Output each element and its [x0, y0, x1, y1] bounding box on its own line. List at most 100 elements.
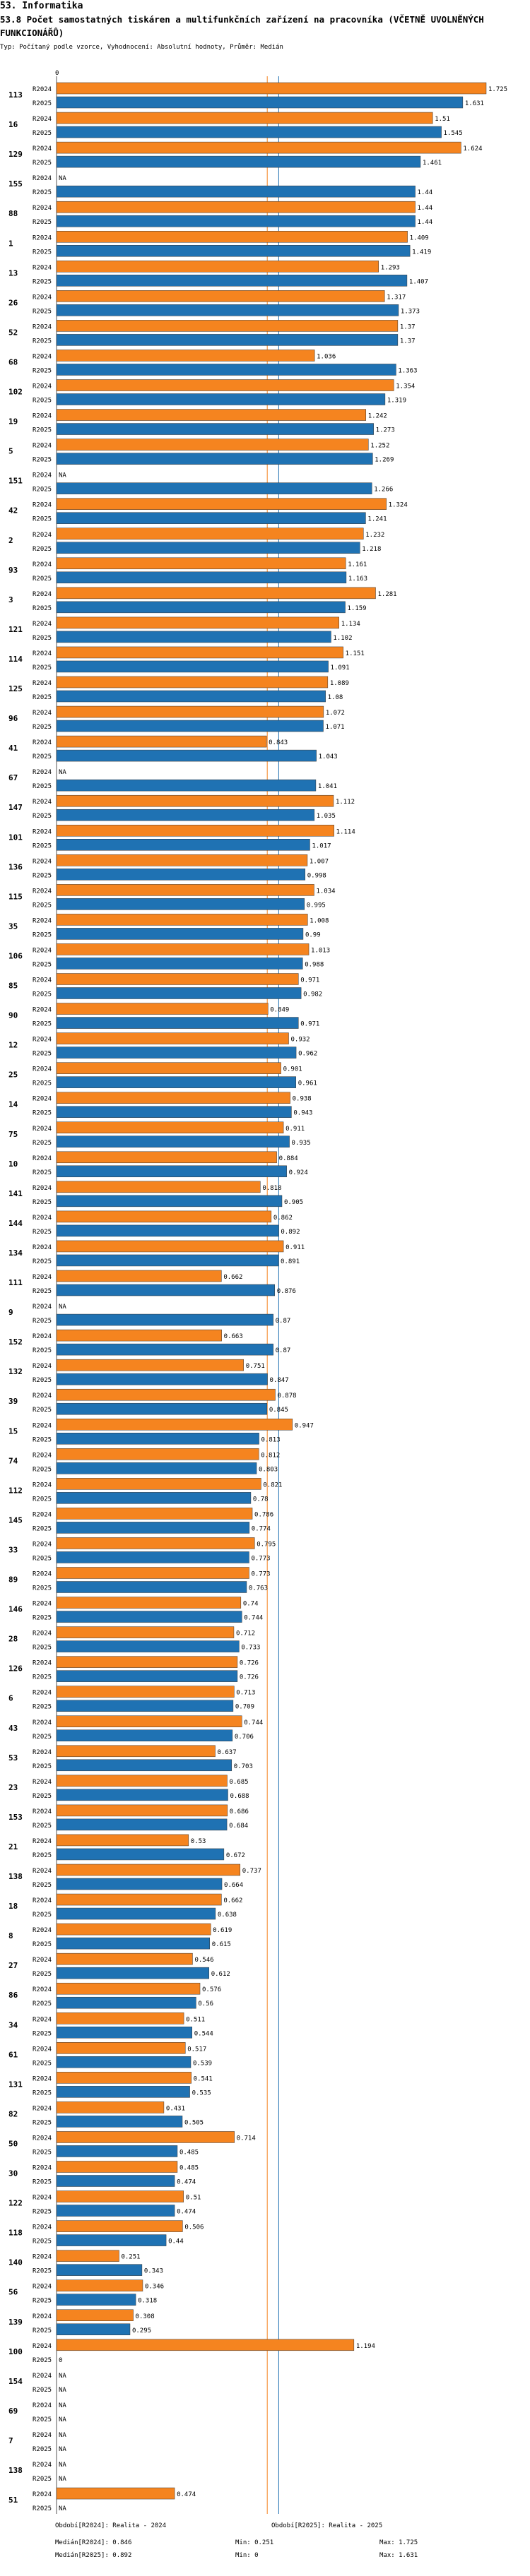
- group-label: 140: [8, 2258, 23, 2267]
- bar-r2024: [56, 1893, 222, 1906]
- section-title: 53. Informatika: [0, 1, 83, 11]
- value-label: 1.232: [365, 532, 384, 539]
- group-label: 112: [8, 1486, 23, 1495]
- value-label: 1.624: [463, 145, 482, 153]
- series-label: R2024: [33, 1511, 52, 1518]
- value-label: 0.662: [223, 1897, 242, 1904]
- series-label: R2025: [33, 1347, 52, 1354]
- median-2025: Medián[R2025]: 0.892: [55, 2552, 132, 2559]
- bar-r2024: [56, 141, 461, 154]
- series-label: R2025: [33, 2298, 52, 2305]
- value-label: 0.706: [235, 1734, 254, 1741]
- bar-r2024: [56, 527, 364, 539]
- value-label: 1.269: [375, 457, 394, 464]
- value-label: 0.539: [193, 2060, 212, 2067]
- series-label: R2024: [33, 977, 52, 984]
- bar-r2024: [56, 914, 308, 926]
- value-label: 0.821: [263, 1481, 282, 1489]
- na-label: NA: [59, 2462, 66, 2469]
- series-label: R2024: [33, 1719, 52, 1727]
- bar-r2024: [56, 261, 379, 273]
- bar-r2025: [56, 1373, 268, 1385]
- bar-r2024: [56, 1419, 293, 1431]
- series-label: R2024: [33, 739, 52, 746]
- series-label: R2025: [33, 1734, 52, 1741]
- group-label: 144: [8, 1219, 23, 1228]
- value-label: 0.638: [218, 1912, 237, 1919]
- series-label: R2025: [33, 1793, 52, 1800]
- series-label: R2025: [33, 1140, 52, 1147]
- na-label: NA: [59, 1304, 66, 1311]
- bar-r2024: [56, 1686, 235, 1698]
- value-label: 0.971: [300, 1021, 319, 1028]
- group-label: 134: [8, 1248, 23, 1258]
- group-label: 15: [8, 1426, 18, 1436]
- bar-r2025: [56, 2175, 175, 2187]
- value-label: 1.725: [488, 86, 507, 93]
- bar-r2024: [56, 676, 329, 688]
- group-label: 93: [8, 566, 18, 575]
- series-label: R2025: [33, 427, 52, 434]
- bar-r2024: [56, 2220, 183, 2232]
- bar-r2024: [56, 320, 399, 332]
- value-label: 0.876: [277, 1288, 296, 1295]
- value-label: 0.709: [235, 1704, 254, 1711]
- bar-r2025: [56, 1076, 296, 1088]
- value-label: 0.99: [305, 931, 321, 938]
- series-label: R2024: [33, 1304, 52, 1311]
- series-label: R2025: [33, 1496, 52, 1503]
- series-label: R2025: [33, 2179, 52, 2186]
- series-label: R2025: [33, 130, 52, 137]
- value-label: 1.008: [310, 917, 329, 924]
- bar-r2024: [56, 231, 408, 243]
- group-label: 53: [8, 1753, 18, 1763]
- bar-r2024: [56, 1864, 241, 1876]
- series-label: R2024: [33, 175, 52, 182]
- group-label: 153: [8, 1813, 23, 1822]
- series-label: R2024: [33, 2195, 52, 2202]
- group-label: 131: [8, 2080, 23, 2089]
- bar-r2025: [56, 720, 324, 732]
- group-label: 10: [8, 1159, 18, 1169]
- bar-r2025: [56, 2116, 183, 2128]
- series-label: R2025: [33, 1645, 52, 1652]
- value-label: 1.072: [326, 710, 345, 717]
- bar-r2025: [56, 1402, 268, 1415]
- series-label: R2025: [33, 2089, 52, 2097]
- bar-r2025: [56, 1848, 225, 1861]
- bar-r2025: [56, 1878, 223, 1890]
- bar-r2025: [56, 1967, 209, 1979]
- series-label: R2025: [33, 2476, 52, 2483]
- value-label: 1.319: [387, 398, 406, 405]
- axis-zero-label: 0: [55, 70, 59, 77]
- group-label: 89: [8, 1575, 18, 1585]
- bar-r2025: [56, 928, 304, 940]
- series-label: R2024: [33, 145, 52, 153]
- value-label: 0.751: [246, 1363, 265, 1370]
- value-label: 0.971: [300, 977, 319, 984]
- series-label: R2025: [33, 1229, 52, 1236]
- bar-r2025: [56, 1996, 196, 2009]
- bar-r2024: [56, 1597, 242, 1609]
- value-label: 0.87: [276, 1318, 291, 1325]
- group-label: 30: [8, 2169, 18, 2178]
- series-label: R2024: [33, 116, 52, 123]
- group-label: 42: [8, 506, 18, 515]
- series-label: R2024: [33, 1037, 52, 1044]
- bar-r2024: [56, 2161, 178, 2173]
- series-label: R2025: [33, 842, 52, 849]
- value-label: 0.318: [138, 2298, 157, 2305]
- group-label: 106: [8, 951, 23, 960]
- group-label: 88: [8, 209, 18, 218]
- group-label: 152: [8, 1337, 23, 1347]
- series-label: R2025: [33, 783, 52, 790]
- group-label: 67: [8, 773, 18, 782]
- value-label: 0.962: [298, 1051, 317, 1058]
- group-label: 69: [8, 2407, 18, 2416]
- value-label: 0.505: [184, 2119, 204, 2126]
- bar-r2025: [56, 1700, 234, 1712]
- value-label: 0.911: [285, 1244, 305, 1251]
- value-label: 0.431: [166, 2105, 185, 2112]
- bar-r2025: [56, 631, 331, 643]
- bar-r2024: [56, 350, 315, 362]
